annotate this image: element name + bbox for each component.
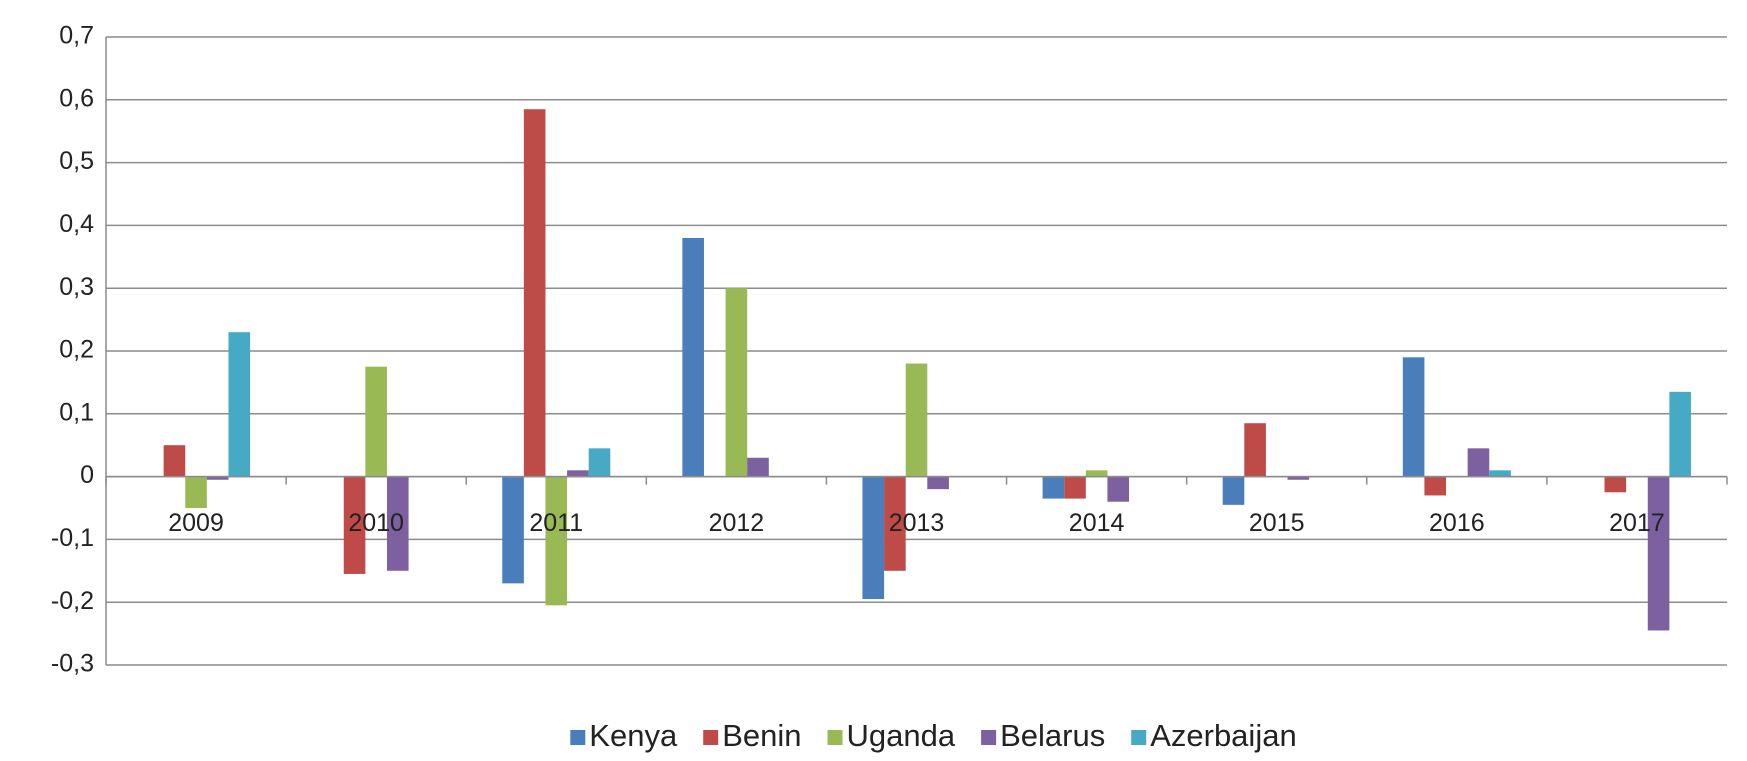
y-tick-label: 0	[80, 461, 94, 489]
legend-swatch	[703, 730, 719, 745]
bar	[567, 470, 589, 477]
bar	[365, 366, 387, 477]
x-tick-label: 2015	[1249, 509, 1305, 537]
bar	[228, 332, 251, 477]
legend-label: Uganda	[847, 718, 956, 753]
x-tick-label: 2016	[1429, 509, 1485, 537]
bar	[682, 237, 704, 477]
bar	[588, 448, 611, 477]
bar	[502, 476, 524, 584]
x-tick-label: 2014	[1069, 509, 1125, 537]
bar	[1287, 476, 1310, 480]
bar	[523, 109, 546, 477]
y-tick-label: -0,3	[51, 650, 94, 678]
y-tick-label: 0,6	[59, 84, 94, 112]
bar	[1669, 391, 1691, 477]
bar	[545, 476, 568, 606]
y-tick-label: 0,3	[59, 273, 94, 301]
legend-label: Kenya	[589, 718, 678, 753]
legend-swatch	[827, 730, 843, 745]
x-tick-label: 2009	[168, 509, 224, 537]
x-tick-label: 2012	[709, 509, 765, 537]
legend-swatch	[1131, 730, 1147, 745]
bar	[386, 476, 409, 571]
y-tick-label: 0,7	[59, 22, 94, 50]
bar	[884, 476, 906, 571]
legend-label: Belarus	[1000, 718, 1105, 753]
bar	[1042, 476, 1065, 499]
bar	[1604, 476, 1627, 493]
y-tick-label: 0,4	[59, 210, 94, 238]
bar	[1244, 423, 1266, 477]
bar	[1402, 357, 1425, 477]
bar	[1489, 470, 1511, 477]
legend-swatch	[570, 730, 586, 745]
y-tick-label: 0,1	[59, 398, 94, 426]
bar	[163, 445, 186, 477]
y-tick-label: -0,1	[51, 524, 94, 552]
bar	[206, 476, 229, 480]
y-tick-label: 0,5	[59, 147, 94, 175]
bar	[185, 476, 207, 508]
legend-label: Benin	[722, 718, 801, 753]
legend-label: Azerbaijan	[1150, 718, 1296, 753]
bar	[343, 476, 366, 574]
bar	[1424, 476, 1447, 496]
bar	[905, 363, 928, 477]
bar	[1064, 476, 1086, 499]
bar	[747, 457, 769, 477]
bar	[1467, 448, 1490, 477]
bar	[1647, 476, 1670, 631]
x-tick-label: 2010	[348, 509, 404, 537]
y-tick-label: -0,2	[51, 587, 94, 615]
y-tick-label: 0,2	[59, 336, 94, 364]
bar	[725, 288, 748, 477]
bar	[862, 476, 885, 600]
bar	[1107, 476, 1130, 502]
x-tick-label: 2011	[529, 509, 583, 537]
x-tick-label: 2013	[889, 509, 945, 537]
legend-swatch	[981, 730, 997, 745]
bar	[1222, 476, 1245, 505]
bar	[927, 476, 949, 490]
x-tick-label: 2017	[1609, 509, 1665, 537]
bar	[1085, 470, 1108, 477]
